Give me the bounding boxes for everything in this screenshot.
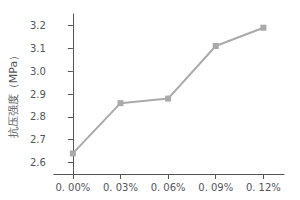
svg-text:3.2: 3.2 <box>30 20 46 31</box>
svg-text:2.8: 2.8 <box>30 111 46 122</box>
svg-text:0. 12%: 0. 12% <box>246 182 281 193</box>
svg-text:0. 00%: 0. 00% <box>55 182 90 193</box>
svg-text:0. 03%: 0. 03% <box>103 182 138 193</box>
svg-text:2.9: 2.9 <box>30 89 46 100</box>
svg-text:抗压强度（MPa）: 抗压强度（MPa） <box>7 50 20 138</box>
svg-text:2.6: 2.6 <box>30 157 46 168</box>
svg-text:2.7: 2.7 <box>30 134 46 145</box>
svg-text:0. 09%: 0. 09% <box>198 182 233 193</box>
svg-text:3.1: 3.1 <box>30 43 46 54</box>
svg-text:0. 06%: 0. 06% <box>151 182 186 193</box>
svg-text:3.0: 3.0 <box>30 66 46 77</box>
